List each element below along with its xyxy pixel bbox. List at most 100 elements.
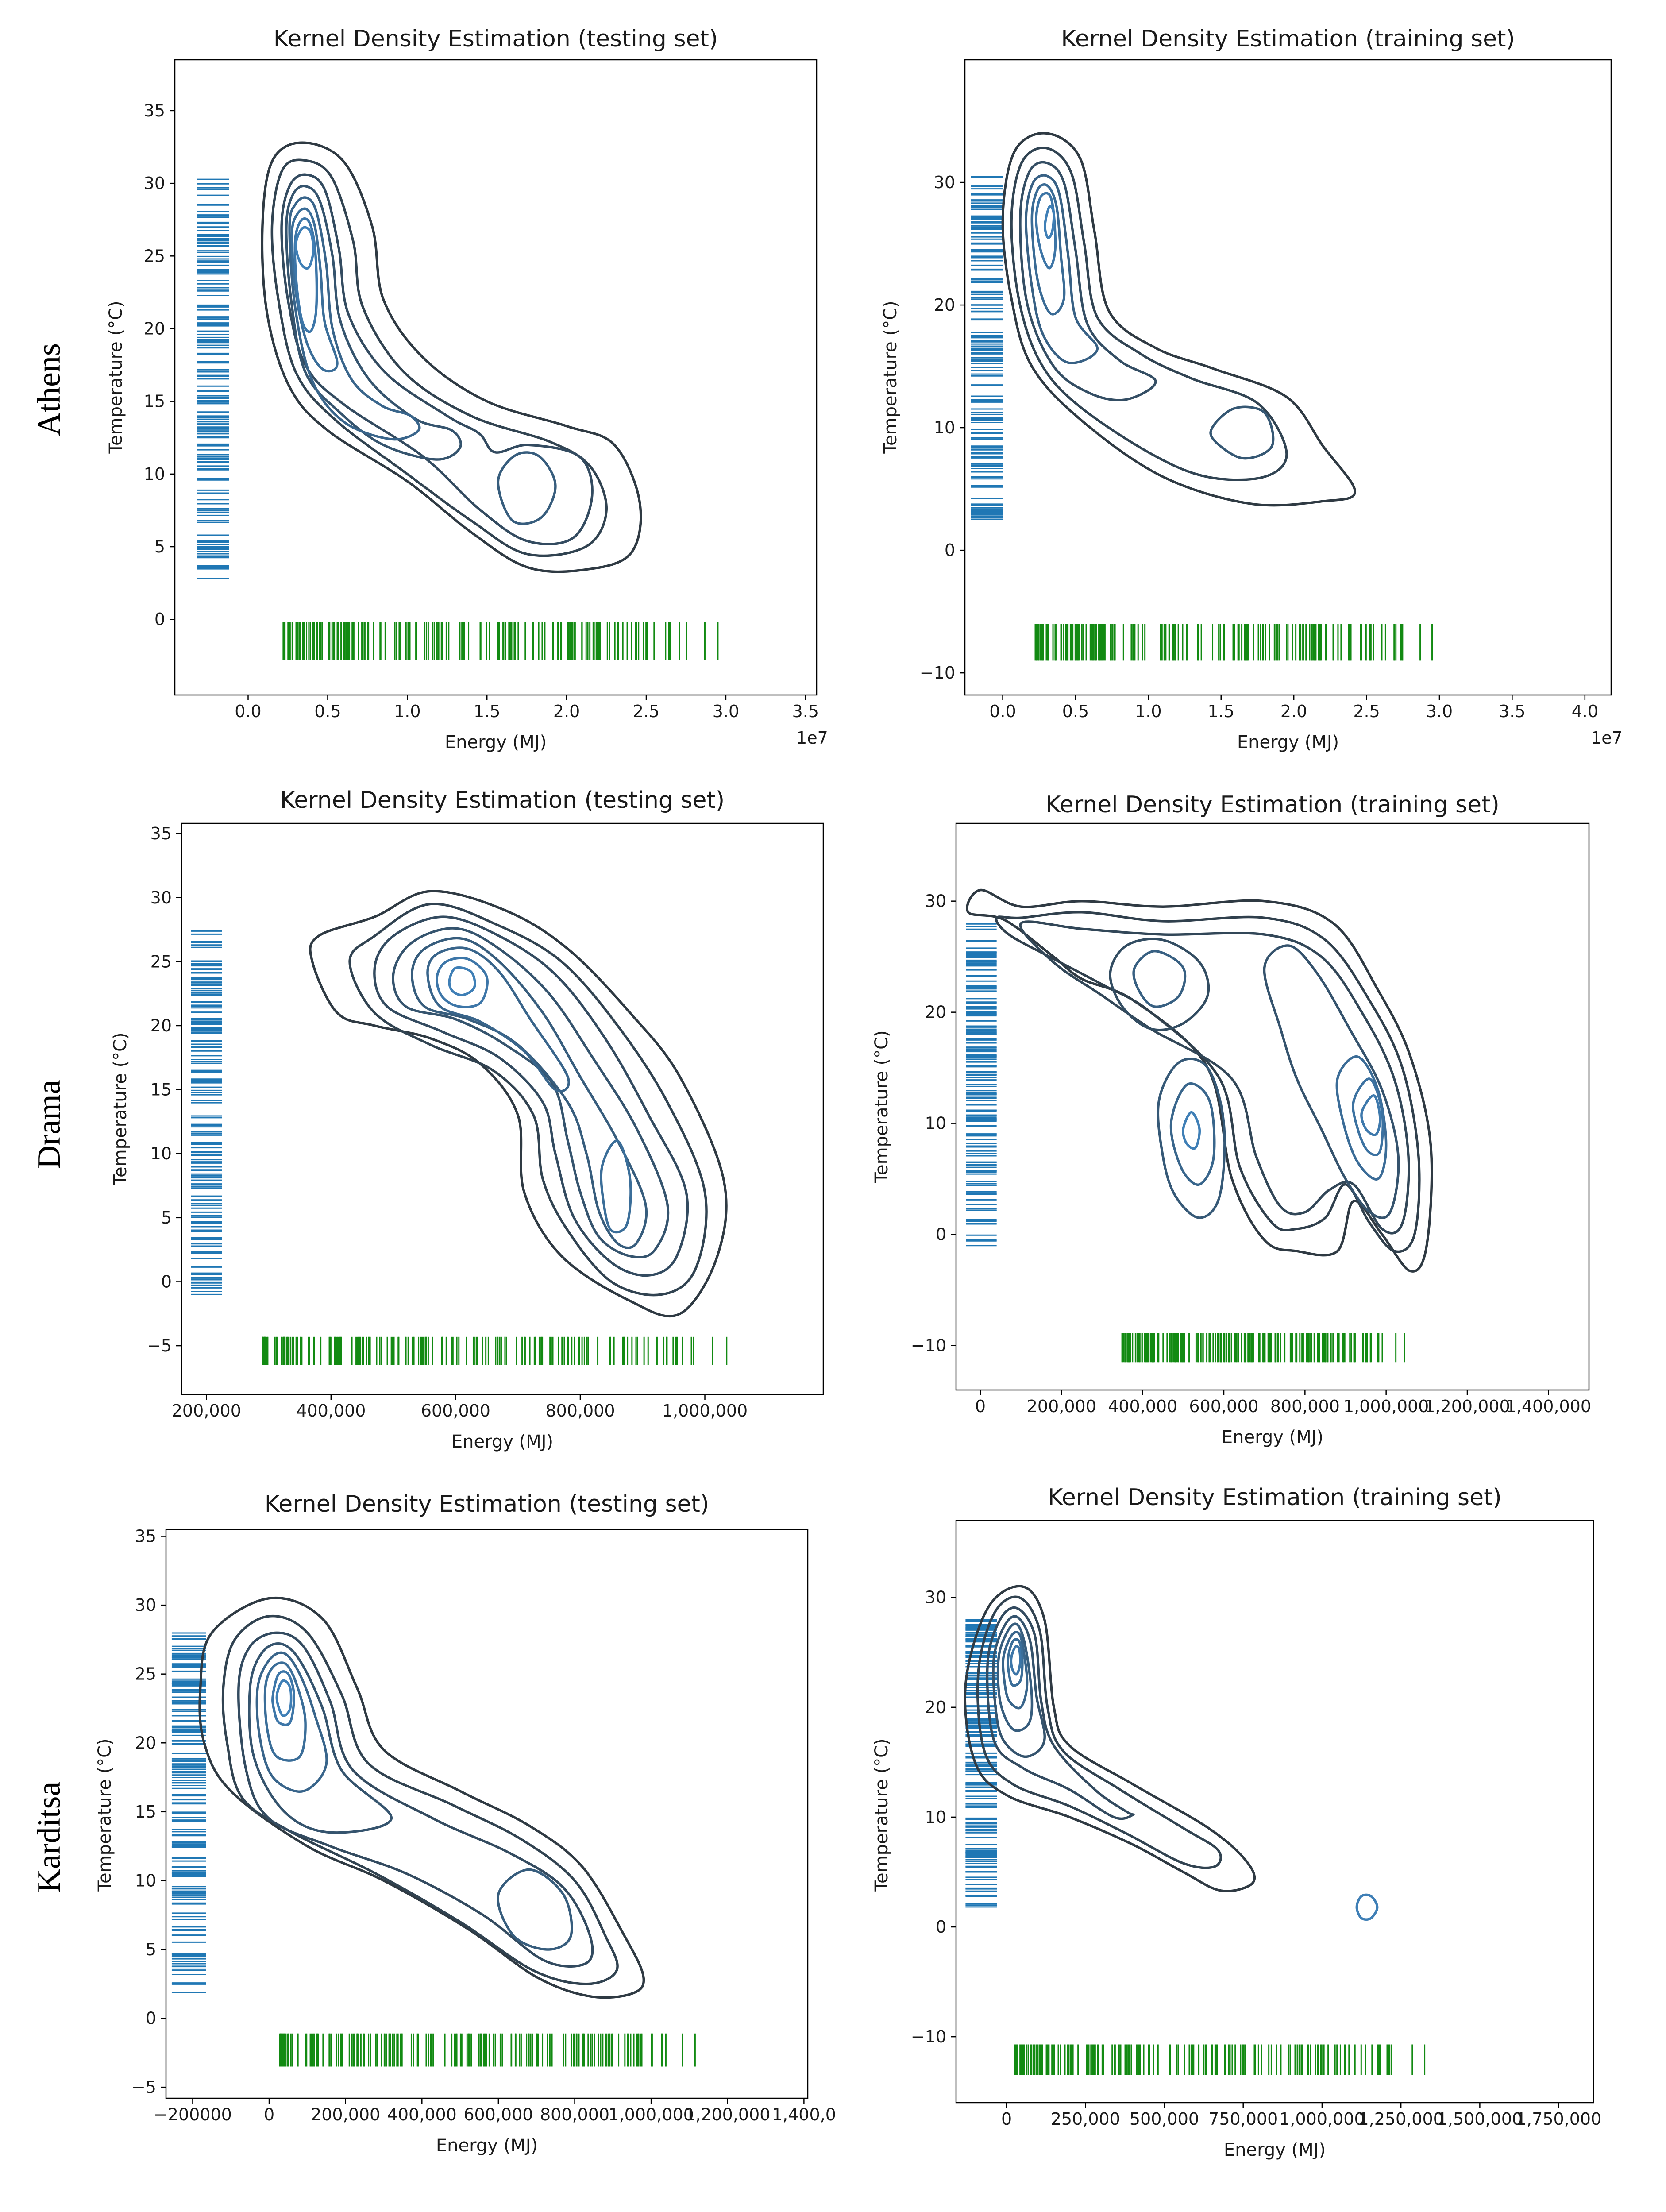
x-tick-label: 250,000 — [1051, 2109, 1120, 2129]
row-label-athens: Athens — [31, 343, 67, 436]
y-tick-label: 10 — [925, 1807, 946, 1827]
y-axis-label: Temperature (°C) — [872, 1030, 892, 1183]
y-tick-label: 30 — [144, 174, 165, 193]
x-offset-label: 1e7 — [796, 728, 828, 748]
y-rug — [197, 178, 229, 579]
x-axis-label: Energy (MJ) — [436, 2135, 538, 2156]
x-tick-label: 2.0 — [1280, 702, 1307, 721]
y-tick-label: 30 — [150, 888, 172, 907]
y-tick-label: 5 — [154, 537, 165, 556]
contour-line — [288, 196, 421, 441]
x-tick-label: 1.0 — [1135, 702, 1161, 721]
kde-contours — [198, 1597, 645, 1999]
x-tick-label: −200000 — [154, 2105, 232, 2124]
contour-line — [1360, 1094, 1381, 1136]
contour-line — [1132, 950, 1187, 1008]
y-axis-label: Temperature (°C) — [880, 301, 901, 454]
x-rug — [1121, 1333, 1405, 1363]
x-tick-label: 0.5 — [314, 702, 341, 721]
contour-line — [373, 915, 689, 1277]
kde-contours — [964, 1585, 1379, 1921]
y-tick-label: −5 — [147, 1336, 172, 1355]
y-rug — [191, 930, 222, 1295]
contour-line — [248, 1642, 393, 1834]
chart-drama-testing: Kernel Density Estimation (testing set) … — [110, 787, 824, 1452]
y-tick-label: 20 — [934, 295, 955, 315]
y-tick-label: 10 — [144, 464, 165, 484]
row-label-karditsa: Karditsa — [31, 1782, 67, 1893]
y-tick-label: 0 — [146, 2009, 156, 2028]
y-tick-label: 20 — [925, 1698, 946, 1717]
kde-contours — [1001, 132, 1357, 507]
contour-line — [348, 903, 708, 1297]
y-tick-label: 20 — [135, 1733, 156, 1753]
y-tick-label: −10 — [920, 663, 955, 683]
y-tick-label: 20 — [150, 1016, 172, 1035]
x-tick-label: 2.0 — [553, 702, 580, 721]
x-tick-label: 1,400,0 — [772, 2105, 836, 2124]
y-tick-label: 25 — [150, 952, 172, 971]
contour-line — [1001, 132, 1357, 507]
contour-line — [411, 937, 648, 1249]
y-rug — [971, 176, 1003, 520]
axes-frame — [165, 1529, 809, 2099]
x-tick-label: 2.5 — [633, 702, 659, 721]
x-tick-label: 200,000 — [311, 2105, 380, 2124]
x-tick-label: 0 — [1001, 2109, 1012, 2129]
contour-line — [198, 1597, 645, 1999]
contour-line — [1044, 205, 1055, 239]
row-label-drama: Drama — [31, 1080, 67, 1169]
y-tick-label: 5 — [146, 1940, 156, 1959]
contour-line — [261, 141, 642, 573]
x-tick-label: 400,000 — [1108, 1397, 1177, 1416]
y-tick-label: 0 — [936, 1225, 946, 1244]
contour-line — [497, 451, 557, 525]
axes-frame — [964, 59, 1612, 696]
x-tick-label: 3.0 — [713, 702, 739, 721]
y-tick-label: 35 — [150, 824, 172, 843]
y-tick-label: 30 — [135, 1595, 156, 1615]
x-tick-label: 0.0 — [989, 702, 1016, 721]
contour-line — [1030, 183, 1066, 316]
y-tick-label: 15 — [144, 392, 165, 411]
contour-line — [976, 1595, 1222, 1869]
x-tick-label: 1,400,000 — [1506, 1397, 1591, 1416]
y-tick-label: 35 — [144, 101, 165, 120]
contour-line — [436, 957, 489, 1008]
y-axis-label: Temperature (°C) — [95, 1738, 115, 1892]
y-tick-label: 35 — [135, 1527, 156, 1546]
x-tick-label: 4.0 — [1572, 702, 1598, 721]
contour-line — [448, 966, 476, 996]
contour-line — [280, 173, 594, 546]
contour-line — [270, 158, 608, 557]
contour-line — [1019, 920, 1410, 1235]
x-tick-label: 1,000,000 — [1279, 2109, 1365, 2129]
contour-line — [426, 946, 570, 1092]
axes-frame — [181, 822, 824, 1395]
chart-karditsa-training: Kernel Density Estimation (training set)… — [872, 1484, 1601, 2160]
x-axis-label: Energy (MJ) — [1222, 1427, 1323, 1448]
x-tick-label: 1,200,000 — [685, 2105, 770, 2124]
x-tick-label: 3.5 — [792, 702, 819, 721]
y-tick-label: 30 — [934, 173, 955, 192]
y-tick-label: 0 — [154, 610, 165, 629]
contour-line — [986, 1606, 1135, 1820]
y-tick-label: 15 — [150, 1080, 172, 1100]
y-tick-label: 10 — [925, 1114, 946, 1133]
contour-line — [293, 217, 318, 333]
contour-line — [285, 185, 462, 461]
y-tick-label: 0 — [945, 540, 955, 560]
contour-line — [275, 1679, 293, 1717]
x-tick-label: 1,000,000 — [662, 1401, 748, 1421]
y-tick-label: 15 — [135, 1802, 156, 1822]
x-tick-label: 400,000 — [387, 2105, 457, 2124]
y-axis-label: Temperature (°C) — [110, 1032, 131, 1185]
y-tick-label: −10 — [911, 1336, 946, 1355]
y-tick-label: 30 — [925, 1588, 946, 1607]
contour-line — [497, 1868, 573, 1951]
contour-line — [1002, 1631, 1029, 1710]
x-tick-label: 1.5 — [1208, 702, 1234, 721]
y-tick-label: 25 — [144, 246, 165, 266]
x-tick-label: 1.5 — [474, 702, 500, 721]
